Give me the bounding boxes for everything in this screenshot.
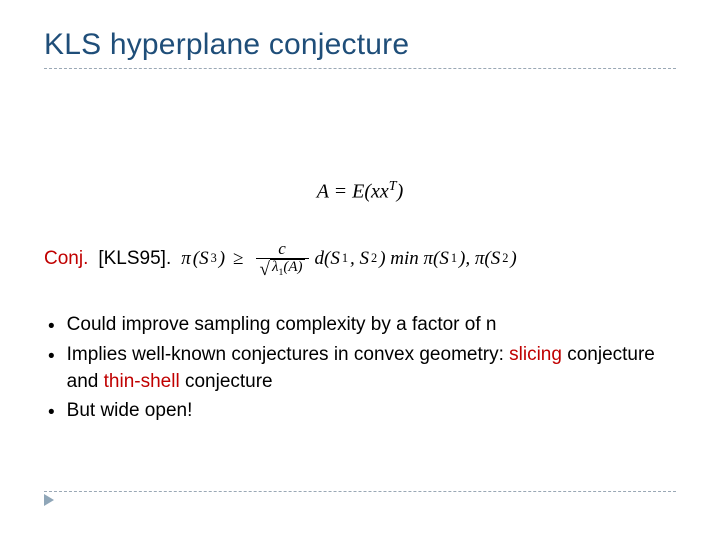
bullet-dot: •: [48, 344, 55, 371]
footer-divider: [44, 491, 676, 492]
conjecture-label: Conj.: [44, 248, 88, 270]
sqrt-body: λ1(A): [270, 259, 305, 278]
conjecture-formula: π(S3) ≥ c √ λ1(A) d(S1, S2) min π(S1), π…: [181, 240, 516, 278]
after-d: ) min π(S: [379, 248, 449, 270]
min-s2-sub: 2: [502, 251, 508, 266]
s3-close: ): [219, 248, 225, 270]
eq-sign: =: [329, 181, 353, 203]
sqrt-sym: √: [260, 260, 270, 279]
eq-rhs-post: ): [397, 181, 404, 203]
formula-end: ): [510, 248, 516, 270]
accent-word: thin-shell: [104, 371, 180, 392]
covariance-equation: A = E(xxT): [44, 179, 676, 204]
geq-sym: ≥: [233, 248, 243, 270]
s3-sub: 3: [211, 251, 217, 266]
sqrt: √ λ1(A): [260, 259, 305, 278]
list-item: • Implies well-known conjectures in conv…: [48, 342, 676, 395]
list-item: • But wide open!: [48, 398, 676, 427]
footer-marker-icon: [44, 494, 54, 506]
d-s1-sub: 1: [342, 251, 348, 266]
fraction: c √ λ1(A): [256, 240, 309, 278]
eq-rhs-sup: T: [389, 179, 397, 194]
accent-word: slicing: [509, 344, 562, 365]
min-mid: ), π(S: [459, 248, 500, 270]
bullet-text: Could improve sampling complexity by a f…: [67, 312, 497, 339]
min-s1-sub: 1: [451, 251, 457, 266]
title-divider: [44, 68, 676, 69]
list-item: • Could improve sampling complexity by a…: [48, 312, 676, 341]
bullet-dot: •: [48, 400, 55, 427]
slide: KLS hyperplane conjecture A = E(xxT) Con…: [0, 0, 720, 540]
lambda-arg: (A): [283, 259, 302, 275]
bullet-dot: •: [48, 314, 55, 341]
conjecture-line: Conj. [KLS95]. π(S3) ≥ c √ λ1(A) d(S1, S…: [44, 240, 676, 278]
conjecture-cite: [KLS95].: [98, 248, 171, 270]
frac-den: √ λ1(A): [256, 258, 309, 278]
bullet-list: • Could improve sampling complexity by a…: [44, 312, 676, 426]
pi-sym: π: [181, 248, 191, 270]
eq-lhs: A: [317, 181, 329, 203]
d-comma: , S: [350, 248, 369, 270]
bullet-text: But wide open!: [67, 398, 193, 425]
bullet-pre: Implies well-known conjectures in convex…: [67, 344, 509, 365]
s3-open: (S: [193, 248, 209, 270]
frac-num: c: [274, 240, 290, 258]
eq-rhs-pre: E(xx: [352, 181, 389, 203]
slide-title: KLS hyperplane conjecture: [44, 28, 676, 62]
bullet-text: Implies well-known conjectures in convex…: [67, 342, 676, 395]
d-s2-sub: 2: [371, 251, 377, 266]
d-open: d(S: [315, 248, 340, 270]
bullet-post: conjecture: [180, 371, 273, 392]
